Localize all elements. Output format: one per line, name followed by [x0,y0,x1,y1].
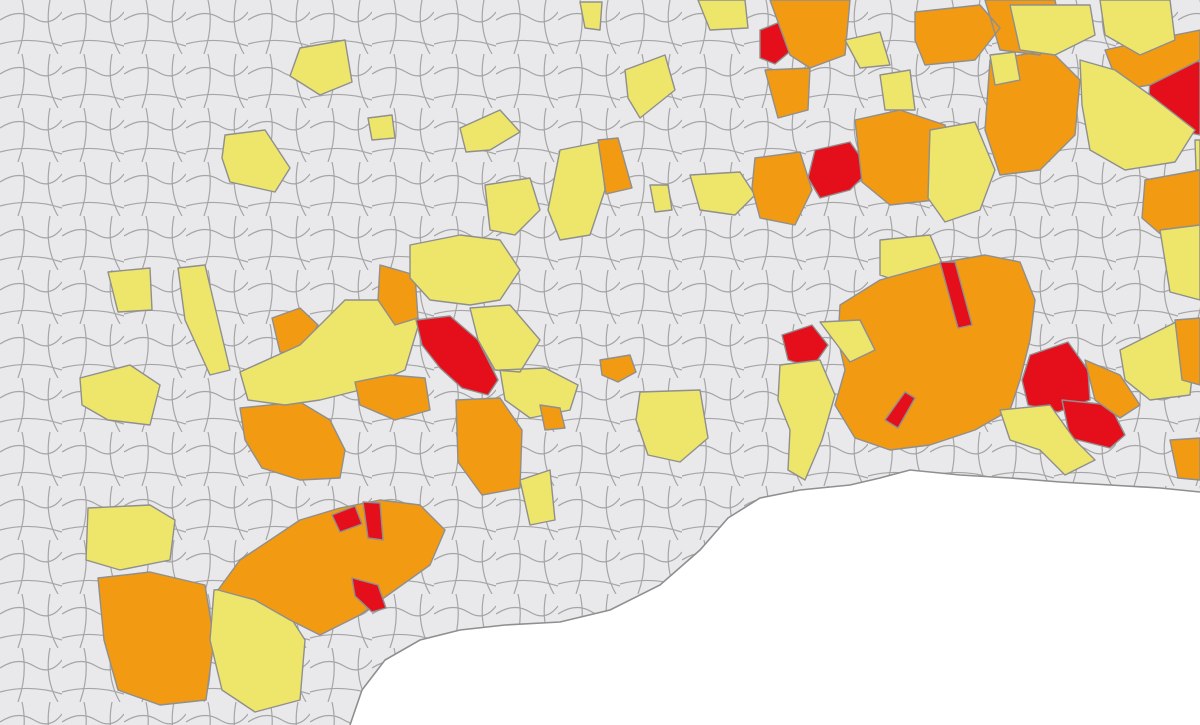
region-far-east-low[interactable] [1194,139,1200,171]
region-west-coast-high-b[interactable] [362,501,384,541]
regions-layer [79,0,1200,713]
region-west-coast-high-a[interactable] [331,505,363,533]
region-north-low-b[interactable] [367,109,521,153]
region-far-west-large[interactable] [97,571,215,706]
region-far-east-medium[interactable] [1084,317,1200,481]
region-center-low-east[interactable] [409,234,579,526]
region-center-medium-south[interactable] [354,264,523,496]
coastline [349,469,1200,725]
region-center-high[interactable] [415,315,499,396]
region-north-low-cluster[interactable] [484,0,756,236]
region-west-coast-high-c[interactable] [351,577,387,613]
region-east-high-d[interactable] [884,261,973,429]
region-center-small-orange[interactable] [539,354,637,431]
region-east-low-fringe[interactable] [777,319,1196,481]
region-west-mid-low-cluster[interactable] [79,39,421,426]
region-west-mid-medium-a[interactable] [239,401,346,481]
region-west-south-low-a[interactable] [85,504,176,571]
sea-area [350,470,1200,725]
region-north-orange-small[interactable] [597,137,633,195]
region-center-east-low-lone[interactable] [635,389,709,463]
region-west-coast-medium-band[interactable] [217,499,446,636]
